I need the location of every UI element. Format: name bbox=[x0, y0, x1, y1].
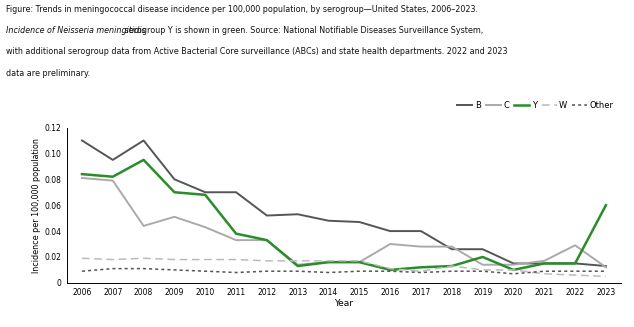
Text: © Centers for Disease Control & Prevention: © Centers for Disease Control & Preventi… bbox=[8, 310, 230, 319]
Legend: B, C, Y, W, Other: B, C, Y, W, Other bbox=[454, 97, 617, 113]
Text: Incidence of Neisseria meningitidis: Incidence of Neisseria meningitidis bbox=[6, 26, 146, 35]
X-axis label: Year: Year bbox=[335, 300, 353, 308]
Text: serogroup Y is shown in green. Source: National Notifiable Diseases Surveillance: serogroup Y is shown in green. Source: N… bbox=[122, 26, 484, 35]
Text: Figure: Trends in meningococcal disease incidence per 100,000 population, by ser: Figure: Trends in meningococcal disease … bbox=[6, 5, 478, 14]
Text: with additional serogroup data from Active Bacterial Core surveillance (ABCs) an: with additional serogroup data from Acti… bbox=[6, 47, 508, 57]
Text: data are preliminary.: data are preliminary. bbox=[6, 69, 91, 78]
Y-axis label: Incidence per 100,000 population: Incidence per 100,000 population bbox=[32, 138, 41, 273]
